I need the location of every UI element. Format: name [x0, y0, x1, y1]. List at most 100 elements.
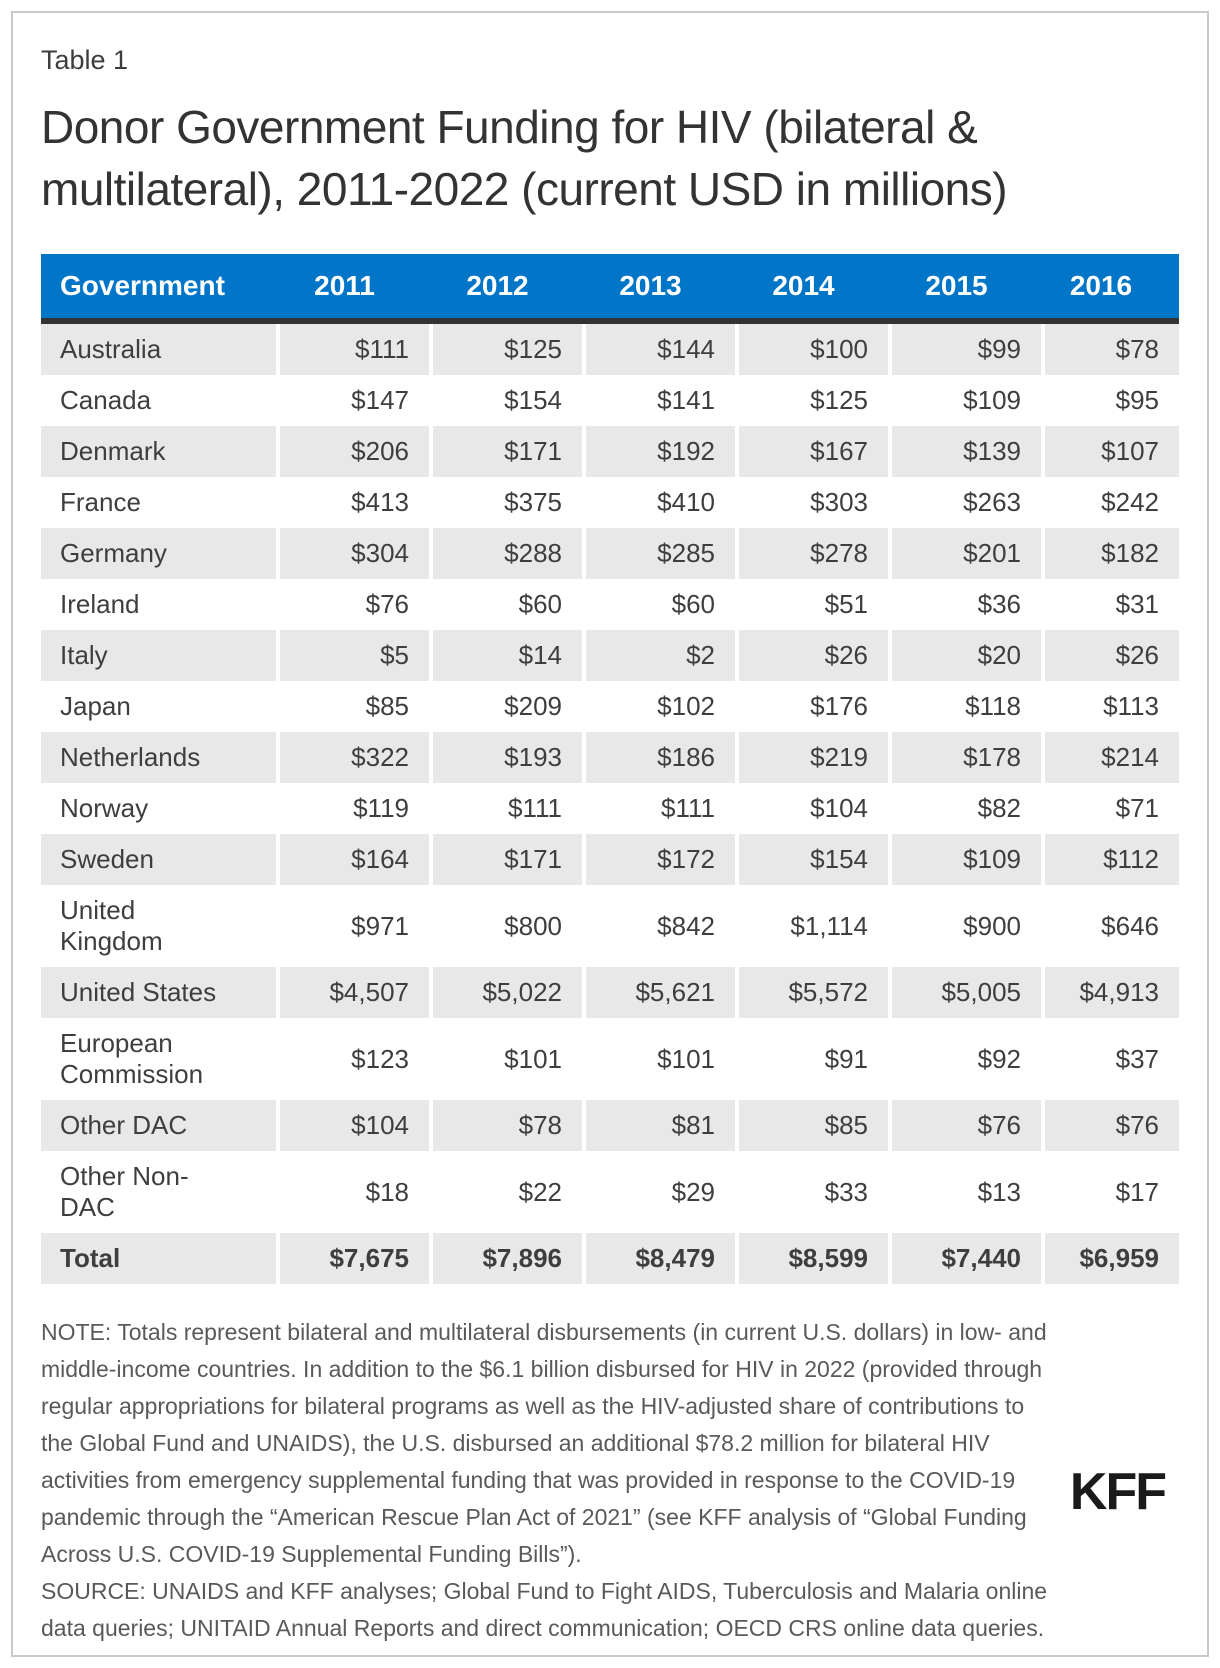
- government-cell: Sweden: [60, 844, 154, 874]
- value-cell: $102: [582, 681, 737, 732]
- value-cell: $99: [888, 321, 1043, 375]
- value-cell: $60: [429, 579, 584, 630]
- value-cell: $8,479: [582, 1233, 737, 1284]
- value-cell: $85: [735, 1100, 890, 1151]
- value-cell: $413: [276, 477, 431, 528]
- value-cell: $5: [276, 630, 431, 681]
- value-cell: $182: [1041, 528, 1179, 579]
- value-cell: $288: [429, 528, 584, 579]
- value-cell: $139: [888, 426, 1043, 477]
- value-cell: $95: [1041, 375, 1179, 426]
- value-cell: $171: [429, 426, 584, 477]
- value-cell: $111: [429, 783, 584, 834]
- value-cell: $76: [1041, 1100, 1179, 1151]
- value-cell: $29: [582, 1151, 737, 1233]
- value-cell: $6,959: [1041, 1233, 1179, 1284]
- government-cell: Italy: [60, 640, 108, 670]
- source-text: SOURCE: UNAIDS and KFF analyses; Global …: [41, 1578, 1048, 1641]
- value-cell: $242: [1041, 477, 1179, 528]
- table-row: Ireland $76 $60 $60 $51 $36 $31: [41, 579, 1179, 630]
- value-cell: $410: [582, 477, 737, 528]
- value-cell: $2: [582, 630, 737, 681]
- government-cell: Other DAC: [60, 1110, 188, 1140]
- value-cell: $186: [582, 732, 737, 783]
- value-cell: $101: [429, 1018, 584, 1100]
- value-cell: $278: [735, 528, 890, 579]
- note-text: NOTE: Totals represent bilateral and mul…: [41, 1319, 1047, 1567]
- government-cell: Germany: [60, 538, 167, 568]
- value-cell: $900: [888, 885, 1043, 967]
- government-cell: France: [60, 487, 141, 517]
- kff-logo: KFF: [1069, 1463, 1167, 1521]
- value-cell: $304: [276, 528, 431, 579]
- column-header-2011: 2011: [278, 254, 431, 324]
- government-cell: European Commission: [60, 1028, 204, 1089]
- value-cell: $36: [888, 579, 1043, 630]
- table-row: Japan $85 $209 $102 $176 $118 $113: [41, 681, 1179, 732]
- value-cell: $5,022: [429, 967, 584, 1018]
- value-cell: $172: [582, 834, 737, 885]
- value-cell: $303: [735, 477, 890, 528]
- table-row: Denmark $206 $171 $192 $167 $139 $107: [41, 426, 1179, 477]
- value-cell: $193: [429, 732, 584, 783]
- value-cell: $22: [429, 1151, 584, 1233]
- column-header-government: Government: [41, 254, 278, 324]
- government-cell: United States: [60, 977, 217, 1007]
- government-cell: United Kingdom: [60, 895, 163, 956]
- table-row: United States $4,507 $5,022 $5,621 $5,572 $5,…: [41, 967, 1179, 1018]
- value-cell: $141: [582, 375, 737, 426]
- table-row: Other Non-DAC $18 $22 $29 $33 $13 $17: [41, 1151, 1179, 1233]
- value-cell: $178: [888, 732, 1043, 783]
- value-cell: $118: [888, 681, 1043, 732]
- value-cell: $7,440: [888, 1233, 1043, 1284]
- value-cell: $4,913: [1041, 967, 1179, 1018]
- value-cell: $147: [276, 375, 431, 426]
- value-cell: $154: [429, 375, 584, 426]
- value-cell: $375: [429, 477, 584, 528]
- value-cell: $31: [1041, 579, 1179, 630]
- value-cell: $37: [1041, 1018, 1179, 1100]
- value-cell: $192: [582, 426, 737, 477]
- value-cell: $171: [429, 834, 584, 885]
- value-cell: $7,675: [276, 1233, 431, 1284]
- value-cell: $111: [276, 321, 431, 375]
- value-cell: $14: [429, 630, 584, 681]
- value-cell: $322: [276, 732, 431, 783]
- value-cell: $51: [735, 579, 890, 630]
- value-cell: $125: [429, 321, 584, 375]
- value-cell: $76: [888, 1100, 1043, 1151]
- value-cell: $8,599: [735, 1233, 890, 1284]
- column-header-2015: 2015: [890, 254, 1043, 324]
- value-cell: $101: [582, 1018, 737, 1100]
- table-row: Sweden $164 $171 $172 $154 $109 $112: [41, 834, 1179, 885]
- value-cell: $164: [276, 834, 431, 885]
- column-header-2012: 2012: [431, 254, 584, 324]
- value-cell: $71: [1041, 783, 1179, 834]
- value-cell: $81: [582, 1100, 737, 1151]
- value-cell: $60: [582, 579, 737, 630]
- value-cell: $209: [429, 681, 584, 732]
- value-cell: $18: [276, 1151, 431, 1233]
- table-header-row: Government 2011 2012 2013 2014 2015 2016: [41, 254, 1179, 324]
- value-cell: $144: [582, 321, 737, 375]
- value-cell: $842: [582, 885, 737, 967]
- value-cell: $201: [888, 528, 1043, 579]
- government-cell: Other Non-DAC: [60, 1161, 189, 1222]
- value-cell: $1,114: [735, 885, 890, 967]
- value-cell: $971: [276, 885, 431, 967]
- value-cell: $104: [276, 1100, 431, 1151]
- value-cell: $109: [888, 375, 1043, 426]
- table-row: France $413 $375 $410 $303 $263 $242: [41, 477, 1179, 528]
- table-row: Germany $304 $288 $285 $278 $201 $182: [41, 528, 1179, 579]
- table-label: Table 1: [41, 45, 129, 75]
- table-row-total: Total $7,675 $7,896 $8,479 $8,599 $7,440 $6,95…: [41, 1233, 1179, 1284]
- value-cell: $646: [1041, 885, 1179, 967]
- value-cell: $167: [735, 426, 890, 477]
- table-row: Other DAC $104 $78 $81 $85 $76 $76: [41, 1100, 1179, 1151]
- value-cell: $7,896: [429, 1233, 584, 1284]
- value-cell: $4,507: [276, 967, 431, 1018]
- value-cell: $113: [1041, 681, 1179, 732]
- value-cell: $107: [1041, 426, 1179, 477]
- table-row: Canada $147 $154 $141 $125 $109 $95: [41, 375, 1179, 426]
